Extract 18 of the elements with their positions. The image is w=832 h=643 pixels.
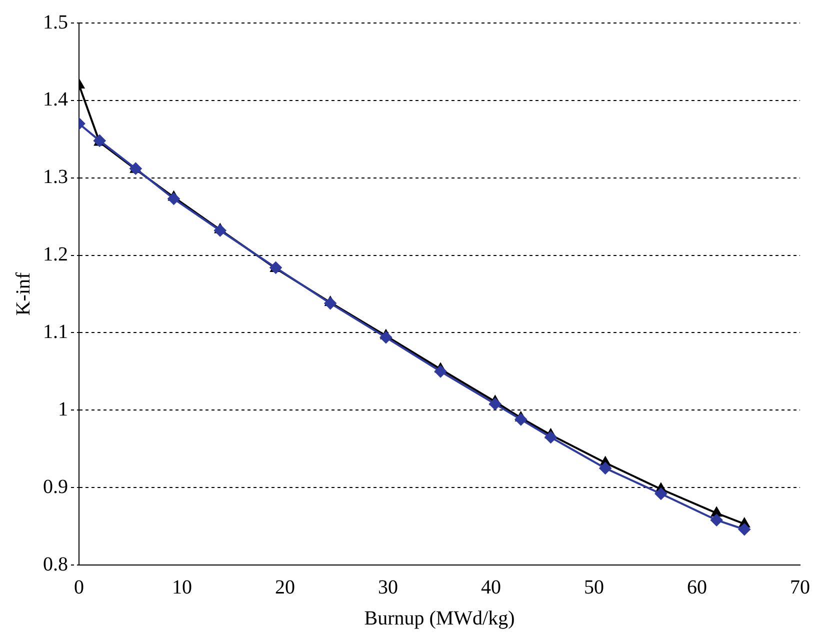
y-tick-label: 1.5 <box>43 11 68 34</box>
y-tick-label: 1.4 <box>43 88 68 111</box>
x-axis-title: Burnup (MWd/kg) <box>364 607 515 630</box>
x-tick-label: 10 <box>172 576 192 598</box>
y-tick-label: 1.1 <box>43 320 68 343</box>
x-tick-label: 50 <box>584 576 604 598</box>
y-tick-label: 0.9 <box>43 476 68 498</box>
y-axis-title: K-inf <box>12 272 34 316</box>
y-tick-label: 1.2 <box>43 244 68 266</box>
y-tick-label: 0.8 <box>43 553 68 576</box>
x-tick-label: 70 <box>790 576 810 598</box>
y-tick-label: 1 <box>58 398 68 420</box>
y-tick-label: 1.3 <box>43 166 68 188</box>
x-tick-label: 20 <box>275 576 295 598</box>
x-tick-label: 40 <box>481 576 501 598</box>
x-tick-label: 0 <box>74 576 84 598</box>
x-tick-label: 60 <box>687 576 707 598</box>
x-tick-label: 30 <box>378 576 398 598</box>
